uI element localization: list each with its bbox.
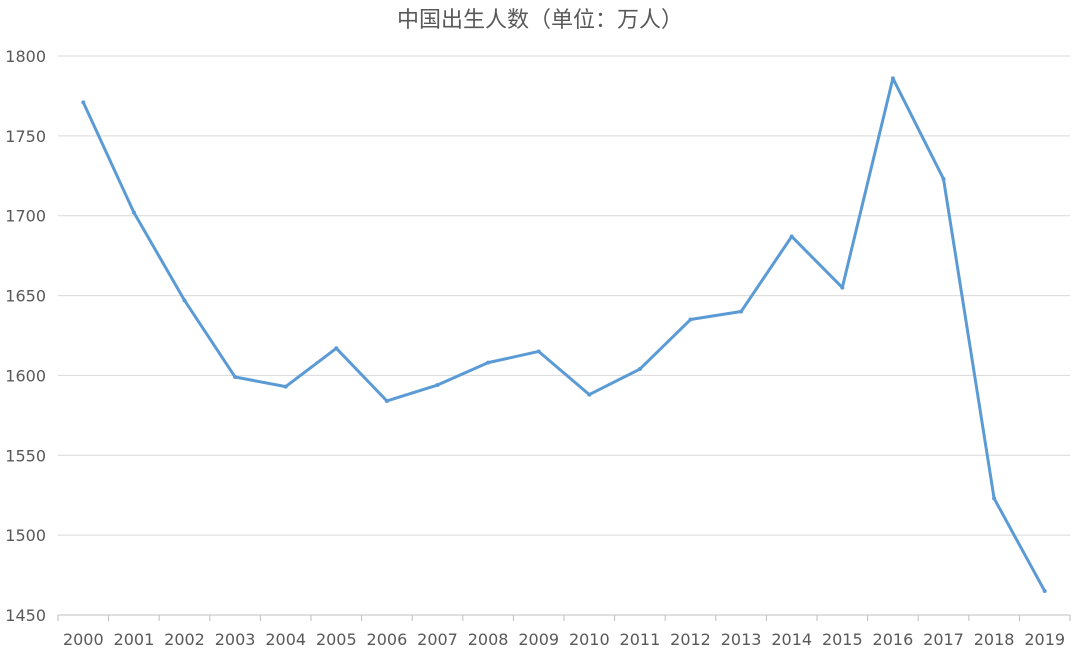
x-tick-label: 2016 <box>873 630 914 649</box>
data-point-2017 <box>941 176 946 181</box>
x-tick-label: 2006 <box>367 630 408 649</box>
chart-title: 中国出生人数（单位：万人） <box>397 8 683 33</box>
data-point-2016 <box>890 76 895 81</box>
y-tick-label: 1800 <box>5 47 46 66</box>
data-point-2004 <box>283 384 288 389</box>
data-point-2003 <box>233 375 238 380</box>
x-tick-label: 2013 <box>721 630 762 649</box>
data-point-2011 <box>637 367 642 372</box>
data-point-2000 <box>81 100 86 105</box>
y-axis-tick-labels: 1450 1500 1550 1600 1650 1700 1750 1800 <box>5 47 46 625</box>
data-point-2009 <box>536 349 541 354</box>
data-point-2007 <box>435 383 440 388</box>
data-point-2008 <box>486 360 491 365</box>
data-point-2002 <box>182 298 187 303</box>
x-axis-tick-labels: 2000 2001 2002 2003 2004 2005 2006 2007 2008 2009… <box>63 630 1065 649</box>
data-point-2006 <box>384 398 389 403</box>
data-point-2013 <box>739 309 744 314</box>
data-point-2018 <box>992 496 997 501</box>
x-tick-label: 2001 <box>114 630 155 649</box>
x-tick-label: 2014 <box>771 630 812 649</box>
x-tick-label: 2017 <box>923 630 964 649</box>
y-tick-label: 1700 <box>5 207 46 226</box>
grid-lines <box>58 55 1070 536</box>
data-point-2015 <box>840 285 845 290</box>
data-point-2005 <box>334 346 339 351</box>
y-tick-label: 1450 <box>5 606 46 625</box>
x-tick-label: 2015 <box>822 630 863 649</box>
series-layer <box>81 76 1047 594</box>
data-point-2014 <box>789 234 794 239</box>
y-tick-label: 1650 <box>5 287 46 306</box>
x-tick-label: 2000 <box>63 630 104 649</box>
x-tick-label: 2019 <box>1024 630 1065 649</box>
series-line-0 <box>81 76 1047 593</box>
x-tick-label: 2008 <box>468 630 509 649</box>
x-tick-label: 2007 <box>417 630 458 649</box>
x-tick-label: 2005 <box>316 630 357 649</box>
x-tick-label: 2011 <box>620 630 661 649</box>
x-tick-label: 2010 <box>569 630 610 649</box>
x-axis-ticks <box>57 615 1071 621</box>
x-tick-label: 2009 <box>518 630 559 649</box>
x-tick-label: 2004 <box>265 630 306 649</box>
data-point-2010 <box>587 392 592 397</box>
y-tick-label: 1600 <box>5 366 46 385</box>
y-tick-label: 1750 <box>5 127 46 146</box>
x-tick-label: 2018 <box>974 630 1015 649</box>
y-tick-label: 1500 <box>5 526 46 545</box>
x-tick-label: 2012 <box>670 630 711 649</box>
x-tick-label: 2003 <box>215 630 256 649</box>
y-tick-label: 1550 <box>5 446 46 465</box>
data-point-2001 <box>131 210 136 215</box>
x-tick-label: 2002 <box>164 630 205 649</box>
data-point-2012 <box>688 317 693 322</box>
data-point-2019 <box>1042 589 1047 594</box>
